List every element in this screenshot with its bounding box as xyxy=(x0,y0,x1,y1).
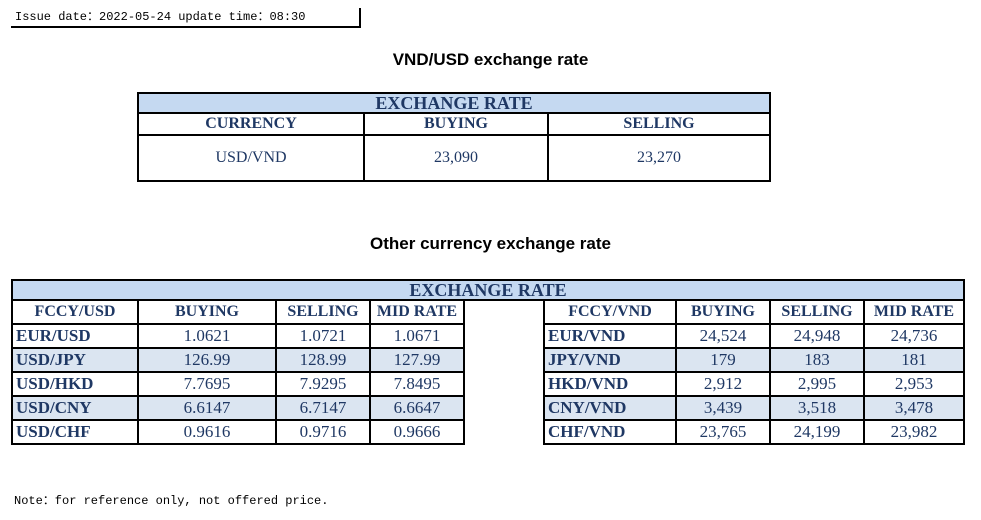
pair-cell: USD/HKD xyxy=(11,371,139,397)
col-selling: SELLING xyxy=(275,299,371,325)
col-buying: BUYING xyxy=(363,112,549,136)
table-row: USD/JPY 126.99 128.99 127.99 JPY/VND 179… xyxy=(11,347,965,373)
selling-cell: 2,995 xyxy=(769,371,865,397)
selling-cell: 24,199 xyxy=(769,419,865,445)
mid-rate-cell: 6.6647 xyxy=(369,395,465,421)
pair-cell: EUR/USD xyxy=(11,323,139,349)
pair-cell: USD/CHF xyxy=(11,419,139,445)
other-currency-table: EXCHANGE RATE FCCY/USD BUYING SELLING MI… xyxy=(11,279,965,445)
issue-date-line: Issue date：2022-05-24 update time：08:30 xyxy=(11,8,361,28)
pair-cell: USD/JPY xyxy=(11,347,139,373)
selling-cell: 6.7147 xyxy=(275,395,371,421)
other-currency-title: Other currency exchange rate xyxy=(370,234,611,253)
buying-cell: 3,439 xyxy=(675,395,771,421)
col-mid-rate: MID RATE xyxy=(369,299,465,325)
vnd-usd-title: VND/USD exchange rate xyxy=(392,50,589,69)
buying-cell: 179 xyxy=(675,347,771,373)
table-row: EUR/USD 1.0621 1.0721 1.0671 EUR/VND 24,… xyxy=(11,323,965,349)
pair-cell: HKD/VND xyxy=(543,371,677,397)
table-row: USD/CHF 0.9616 0.9716 0.9666 CHF/VND 23,… xyxy=(11,419,965,445)
mid-rate-cell: 0.9666 xyxy=(369,419,465,445)
col-buying: BUYING xyxy=(675,299,771,325)
buying-cell: 2,912 xyxy=(675,371,771,397)
pair-cell: EUR/VND xyxy=(543,323,677,349)
vnd-usd-table: EXCHANGE RATE CURRENCY BUYING SELLING US… xyxy=(137,92,771,182)
col-selling: SELLING xyxy=(547,112,771,136)
currency-cell: USD/VND xyxy=(137,134,365,182)
pair-cell: CNY/VND xyxy=(543,395,677,421)
selling-cell: 128.99 xyxy=(275,347,371,373)
selling-cell: 7.9295 xyxy=(275,371,371,397)
table-row: USD/HKD 7.7695 7.9295 7.8495 HKD/VND 2,9… xyxy=(11,371,965,397)
buying-cell: 23,765 xyxy=(675,419,771,445)
col-selling: SELLING xyxy=(769,299,865,325)
mid-rate-cell: 1.0671 xyxy=(369,323,465,349)
mid-rate-cell: 181 xyxy=(863,347,965,373)
pair-cell: CHF/VND xyxy=(543,419,677,445)
exchange-rate-header: EXCHANGE RATE xyxy=(137,92,771,114)
pair-cell: USD/CNY xyxy=(11,395,139,421)
buying-cell: 0.9616 xyxy=(137,419,277,445)
selling-cell: 24,948 xyxy=(769,323,865,349)
buying-cell: 1.0621 xyxy=(137,323,277,349)
buying-cell: 126.99 xyxy=(137,347,277,373)
selling-cell: 1.0721 xyxy=(275,323,371,349)
pair-cell: JPY/VND xyxy=(543,347,677,373)
col-mid-rate: MID RATE xyxy=(863,299,965,325)
mid-rate-cell: 127.99 xyxy=(369,347,465,373)
reference-note: Note：for reference only, not offered pri… xyxy=(14,494,329,508)
exchange-rate-header: EXCHANGE RATE xyxy=(11,279,965,301)
table-row: USD/CNY 6.6147 6.7147 6.6647 CNY/VND 3,4… xyxy=(11,395,965,421)
col-fccy-usd: FCCY/USD xyxy=(11,299,139,325)
selling-cell: 183 xyxy=(769,347,865,373)
mid-rate-cell: 24,736 xyxy=(863,323,965,349)
selling-cell: 3,518 xyxy=(769,395,865,421)
col-currency: CURRENCY xyxy=(137,112,365,136)
selling-cell: 23,270 xyxy=(547,134,771,182)
buying-cell: 6.6147 xyxy=(137,395,277,421)
buying-cell: 7.7695 xyxy=(137,371,277,397)
mid-rate-cell: 3,478 xyxy=(863,395,965,421)
mid-rate-cell: 2,953 xyxy=(863,371,965,397)
col-fccy-vnd: FCCY/VND xyxy=(543,299,677,325)
col-buying: BUYING xyxy=(137,299,277,325)
buying-cell: 24,524 xyxy=(675,323,771,349)
buying-cell: 23,090 xyxy=(363,134,549,182)
mid-rate-cell: 7.8495 xyxy=(369,371,465,397)
selling-cell: 0.9716 xyxy=(275,419,371,445)
column-gap xyxy=(463,300,545,444)
mid-rate-cell: 23,982 xyxy=(863,419,965,445)
